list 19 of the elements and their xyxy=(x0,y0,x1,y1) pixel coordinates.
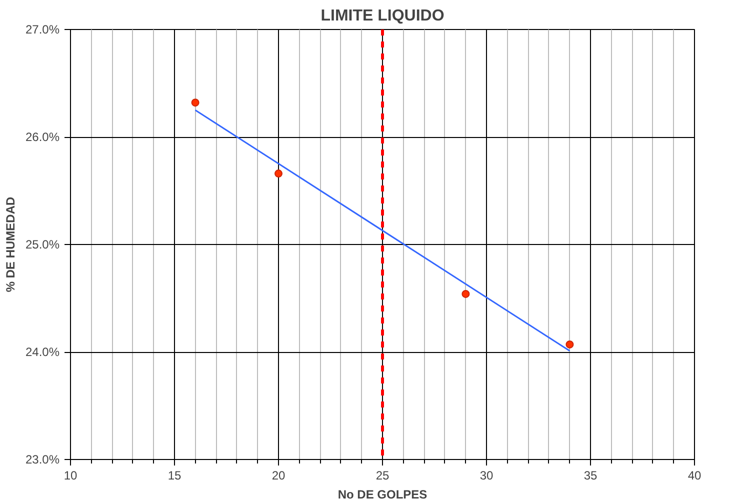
x-tick-label: 30 xyxy=(480,468,494,482)
x-tick-label: 10 xyxy=(64,468,78,482)
y-tick-label: 24.0% xyxy=(25,345,60,359)
y-axis-title: % DE HUMEDAD xyxy=(3,196,18,292)
x-tick-label: 40 xyxy=(688,468,702,482)
x-tick-label: 20 xyxy=(272,468,286,482)
y-tick-label: 27.0% xyxy=(25,22,60,36)
point xyxy=(191,98,200,107)
x-tick-label: 35 xyxy=(584,468,598,482)
chart-title: LIMITE LIQUIDO xyxy=(320,8,444,24)
y-tick-label: 23.0% xyxy=(25,452,60,466)
x-tick-label: 15 xyxy=(168,468,182,482)
point xyxy=(462,290,470,298)
y-tick-label: 26.0% xyxy=(25,130,60,144)
y-tick-label: 25.0% xyxy=(25,238,60,252)
point xyxy=(566,340,574,348)
point xyxy=(274,170,282,178)
x-tick-label: 25 xyxy=(376,468,390,482)
x-axis-title: No DE GOLPES xyxy=(338,488,428,502)
